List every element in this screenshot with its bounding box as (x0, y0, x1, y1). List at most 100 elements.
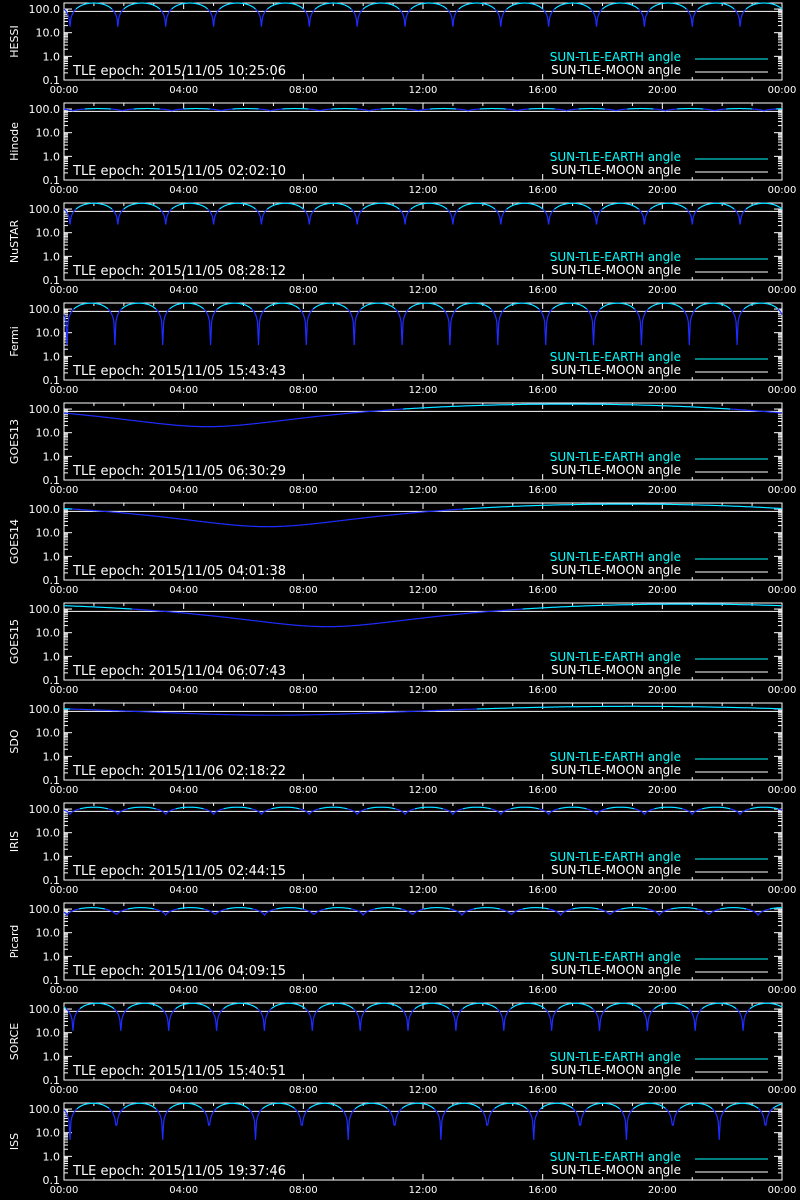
chart-svg: 100.010.01.00.100:00 04:00 08:00 12:00 16:00… (8, 702, 796, 796)
y-tick-label: 0.1 (43, 1174, 61, 1187)
y-tick-label: 1.0 (43, 250, 61, 263)
x-tick-label: 00:00 (50, 685, 79, 696)
satellite-label: Hinode (8, 122, 21, 161)
earth-angle-series-high (403, 403, 731, 410)
x-tick-label: 04:00 (169, 685, 198, 696)
legend-earth-label: SUN-TLE-EARTH angle (550, 550, 681, 564)
y-tick-label: 100.0 (29, 603, 61, 616)
satellite-label: GOES15 (8, 619, 21, 664)
x-tick-label: 20:00 (648, 85, 677, 96)
chart-panel-sdo: 100.0 10.0 1.0 0.1 00:00 04:00 08:00 12:00 16:00… (0, 700, 800, 800)
y-tick-label: 10.0 (36, 27, 61, 40)
chart-panel-iss: 100.0 10.0 1.0 0.1 00:00 04:00 08:00 12:00 16:00… (0, 1100, 800, 1200)
x-tick-label: 00:00 (768, 385, 797, 396)
chart-panel-goes15: 100.0 10.0 1.0 0.1 00:00 04:00 08:00 12:00 16:00… (0, 600, 800, 700)
legend-moon-label: SUN-TLE-MOON angle (551, 463, 681, 477)
legend-moon-label: SUN-TLE-MOON angle (551, 1063, 681, 1077)
x-tick-label: 12:00 (409, 85, 438, 96)
y-tick-label: 0.1 (43, 474, 61, 487)
x-tick-label: 20:00 (648, 1085, 677, 1096)
legend-moon-label: SUN-TLE-MOON angle (551, 363, 681, 377)
x-tick-label: 04:00 (169, 185, 198, 196)
x-tick-label: 00:00 (50, 285, 79, 296)
x-tick-label: 08:00 (289, 685, 318, 696)
tle-epoch-label: TLE epoch: 2015/11/05 15:40:51 (72, 1064, 286, 1079)
earth-angle-series-high (76, 1102, 783, 1110)
chart-svg: 100.010.01.00.100:00 04:00 08:00 12:00 16:00… (8, 802, 796, 896)
x-tick-label: 20:00 (648, 185, 677, 196)
x-tick-label: 00:00 (768, 85, 797, 96)
x-tick-label: 00:00 (50, 785, 79, 796)
tle-epoch-label: TLE epoch: 2015/11/04 06:07:43 (72, 664, 286, 679)
x-tick-label: 08:00 (289, 385, 318, 396)
y-tick-label: 10.0 (36, 427, 61, 440)
y-tick-label: 0.1 (43, 774, 61, 787)
earth-angle-series-high (79, 806, 779, 810)
y-tick-label: 100.0 (29, 203, 61, 216)
x-tick-label: 20:00 (648, 285, 677, 296)
x-tick-label: 12:00 (409, 585, 438, 596)
y-tick-label: 10.0 (36, 1027, 61, 1040)
x-tick-label: 08:00 (289, 285, 318, 296)
y-tick-label: 0.1 (43, 174, 61, 187)
earth-angle-series-high (84, 108, 782, 110)
y-tick-label: 0.1 (43, 574, 61, 587)
x-tick-label: 12:00 (409, 885, 438, 896)
chart-panel-goes13: 100.0 10.0 1.0 0.1 00:00 04:00 08:00 12:00 16:00… (0, 400, 800, 500)
x-tick-label: 00:00 (768, 685, 797, 696)
chart-svg: 100.010.01.00.100:00 04:00 08:00 12:00 16:00… (8, 302, 797, 396)
y-tick-label: 100.0 (29, 1003, 61, 1016)
legend-moon-label: SUN-TLE-MOON angle (551, 563, 681, 577)
y-tick-label: 0.1 (43, 974, 61, 987)
x-tick-label: 20:00 (648, 485, 677, 496)
x-tick-label: 04:00 (169, 85, 198, 96)
x-tick-label: 12:00 (409, 185, 438, 196)
x-tick-label: 04:00 (169, 1085, 198, 1096)
x-tick-label: 12:00 (409, 1185, 438, 1196)
y-tick-label: 1.0 (43, 1050, 61, 1063)
chart-panel-nustar: 100.0 10.0 1.0 0.1 00:00 04:00 08:00 12:00 16:00… (0, 200, 800, 300)
x-tick-label: 00:00 (50, 85, 79, 96)
x-tick-label: 20:00 (648, 785, 677, 796)
legend-moon-label: SUN-TLE-MOON angle (551, 163, 681, 177)
y-tick-label: 1.0 (43, 350, 61, 363)
satellite-label: GOES14 (8, 519, 21, 564)
y-tick-label: 1.0 (43, 1150, 61, 1163)
chart-svg: 100.010.01.00.100:00 04:00 08:00 12:00 16:00… (8, 102, 796, 196)
satellite-label: HESSI (8, 25, 21, 57)
x-tick-label: 16:00 (528, 285, 557, 296)
chart-panel-sorce: 100.0 10.0 1.0 0.1 00:00 04:00 08:00 12:00 16:00… (0, 1000, 800, 1100)
chart-svg: 100.010.01.00.100:00 04:00 08:00 12:00 16:00… (8, 2, 797, 96)
y-tick-label: 10.0 (36, 1127, 61, 1140)
x-tick-label: 12:00 (409, 685, 438, 696)
x-tick-label: 12:00 (409, 1085, 438, 1096)
legend-moon-label: SUN-TLE-MOON angle (551, 963, 681, 977)
x-tick-label: 16:00 (528, 585, 557, 596)
legend-earth-label: SUN-TLE-EARTH angle (550, 850, 681, 864)
legend-earth-label: SUN-TLE-EARTH angle (550, 650, 681, 664)
legend-moon-label: SUN-TLE-MOON angle (551, 63, 681, 77)
satellite-label: Picard (8, 925, 21, 959)
y-tick-label: 100.0 (29, 403, 61, 416)
x-tick-label: 04:00 (169, 985, 198, 996)
x-tick-label: 00:00 (768, 485, 797, 496)
x-tick-label: 12:00 (409, 485, 438, 496)
y-tick-label: 1.0 (43, 650, 61, 663)
y-tick-label: 100.0 (29, 903, 61, 916)
chart-svg: 100.010.01.00.100:00 04:00 08:00 12:00 16:00… (8, 602, 797, 696)
y-tick-label: 0.1 (43, 874, 61, 887)
x-tick-label: 16:00 (528, 685, 557, 696)
y-tick-label: 0.1 (43, 274, 61, 287)
y-tick-label: 0.1 (43, 674, 61, 687)
x-tick-label: 12:00 (409, 385, 438, 396)
x-tick-label: 04:00 (169, 885, 198, 896)
x-tick-label: 04:00 (169, 1185, 198, 1196)
y-tick-label: 10.0 (36, 227, 61, 240)
x-tick-label: 16:00 (528, 885, 557, 896)
y-tick-label: 1.0 (43, 150, 61, 163)
earth-angle-series-high (78, 907, 782, 910)
y-tick-label: 1.0 (43, 50, 61, 63)
x-tick-label: 00:00 (768, 1085, 797, 1096)
x-tick-label: 08:00 (289, 585, 318, 596)
